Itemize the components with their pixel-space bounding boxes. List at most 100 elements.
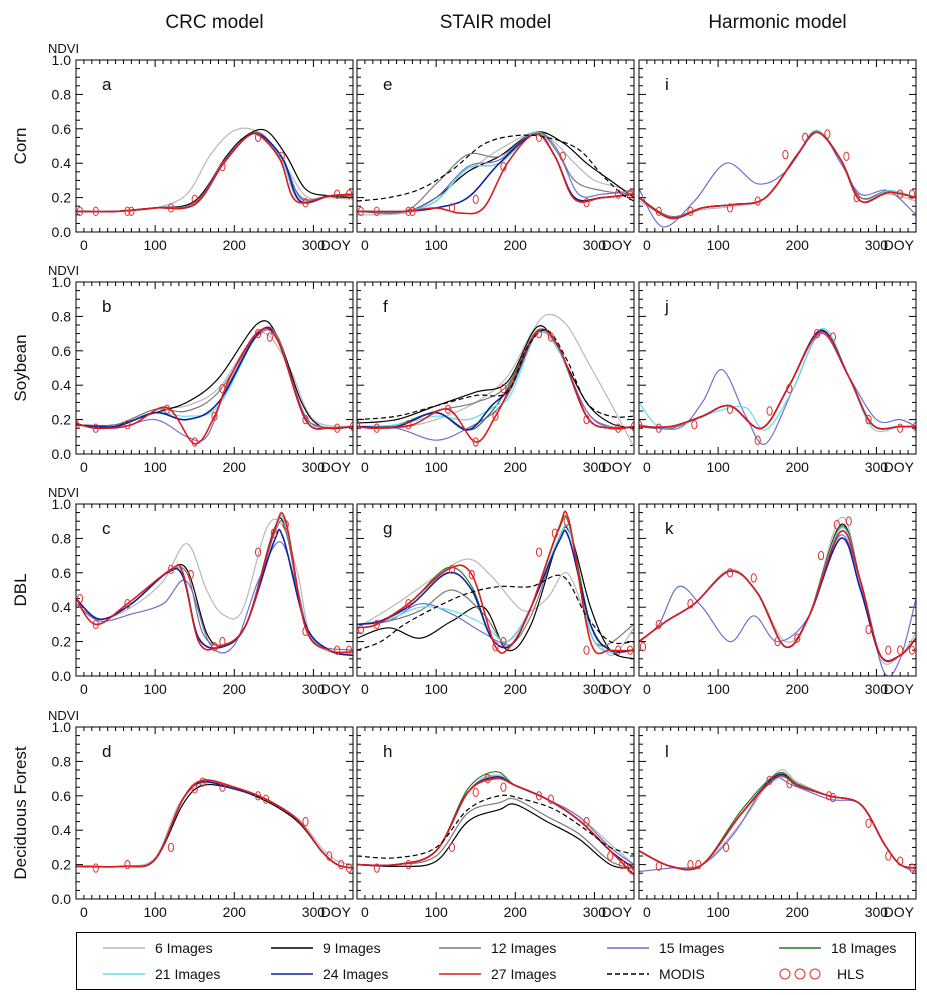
hls-point-b-2 [124, 420, 131, 430]
hls-point-a-7 [254, 132, 262, 143]
legend-item-modis: MODIS [605, 963, 705, 985]
y-tick-label: 0.8 [52, 530, 72, 546]
hls-point-j-2 [691, 420, 698, 430]
hls-point-c-6 [219, 636, 226, 647]
legend-item-i18: 18 Images [777, 937, 896, 959]
hls-point-b-4 [191, 437, 198, 447]
series-i21-i [639, 129, 916, 219]
panel-letter-i: i [665, 75, 669, 94]
panel-letter-c: c [102, 519, 111, 538]
x-tick-label: 0 [643, 904, 651, 920]
panel-letter-e: e [383, 75, 392, 94]
legend-swatch-i9 [269, 942, 315, 954]
hls-point-b-1 [92, 423, 99, 433]
row-title-3: Deciduous Forest [11, 746, 30, 880]
panel-letter-f: f [383, 297, 388, 316]
hls-point-h-1 [405, 859, 412, 870]
hls-point-k-9 [845, 516, 852, 526]
y-tick-label: 1.0 [52, 274, 72, 290]
x-tick-label: 300 [583, 904, 607, 920]
series-i27-d [76, 779, 353, 869]
legend-swatch-hls [777, 968, 823, 980]
hls-point-g-9 [563, 516, 570, 526]
hls-point-g-1 [373, 619, 380, 630]
hls-point-a-5 [191, 194, 198, 205]
series-i27-k [639, 530, 916, 663]
hls-point-k-0 [639, 642, 647, 652]
hls-point-h-10 [619, 859, 626, 870]
hls-point-i-4 [782, 149, 789, 160]
hls-point-k-12 [897, 645, 904, 655]
series-i12-j [639, 329, 916, 430]
x-tick-label: 100 [424, 904, 448, 920]
y-tick-label: 0.4 [52, 822, 72, 838]
y-tick-label: 0.0 [52, 224, 72, 240]
column-title-1: STAIR model [440, 12, 552, 33]
series-i24-g [357, 529, 634, 653]
hls-point-j-6 [786, 383, 793, 394]
hls-point-l-5 [786, 779, 793, 789]
series-i12-f [357, 328, 634, 429]
hls-point-c-4 [187, 569, 194, 580]
hls-point-l-4 [766, 775, 773, 786]
series-i21-j [639, 327, 916, 433]
hls-point-d-9 [326, 851, 333, 861]
hls-point-k-13 [908, 645, 916, 655]
hls-point-l-0 [655, 861, 662, 872]
hls-point-i-2 [726, 203, 734, 213]
hls-point-e-5 [472, 194, 479, 205]
series-i27-f [357, 328, 634, 443]
series-i15-k [639, 534, 916, 676]
hls-point-h-6 [535, 791, 543, 801]
series-i9-h [357, 803, 634, 869]
legend-label-i24: 24 Images [323, 966, 389, 982]
y-tick-label: 0.6 [52, 343, 72, 359]
series-i6-c [76, 518, 353, 656]
hls-point-h-7 [547, 794, 554, 804]
hls-point-g-8 [551, 528, 558, 538]
hls-point-l-7 [829, 792, 836, 803]
hls-point-j-5 [766, 406, 773, 416]
series-i6-a [76, 127, 353, 213]
hls-point-c-5 [211, 642, 218, 652]
x-tick-label: 300 [865, 681, 889, 697]
hls-point-i-0 [655, 206, 662, 217]
series-i15-j [639, 333, 916, 445]
series-i9-i [639, 129, 916, 218]
hls-point-e-6 [500, 161, 507, 172]
x-axis-label: DOY [321, 237, 352, 253]
hls-point-l-9 [885, 851, 892, 861]
hls-point-j-7 [813, 328, 821, 339]
hls-point-e-4 [448, 203, 456, 213]
column-title-0: CRC model [165, 12, 263, 33]
x-tick-label: 0 [361, 904, 369, 920]
series-i12-a [76, 131, 353, 213]
hls-point-b-9 [302, 414, 309, 425]
hls-point-f-6 [500, 383, 507, 394]
hls-point-j-9 [865, 414, 872, 425]
series-i21-d [76, 781, 353, 869]
x-axis-label: DOY [602, 459, 633, 475]
panel-letter-j: j [664, 297, 669, 316]
x-tick-label: 0 [361, 681, 369, 697]
hls-point-g-10 [583, 645, 590, 655]
hls-point-k-7 [817, 550, 825, 561]
hls-point-f-4 [472, 437, 479, 447]
hls-point-c-0 [76, 593, 84, 604]
hls-point-a-2 [124, 206, 131, 217]
y-tick-label: 1.0 [52, 52, 72, 68]
legend-label-i18: 18 Images [831, 940, 897, 956]
x-axis-label: DOY [884, 459, 915, 475]
hls-point-j-0 [639, 420, 643, 430]
hls-point-j-1 [655, 423, 662, 433]
hls-point-k-2 [687, 599, 694, 609]
series-i6-g [357, 558, 634, 657]
x-tick-label: 300 [865, 237, 889, 253]
series-i9-j [639, 329, 916, 430]
hls-point-i-7 [843, 151, 850, 162]
hls-point-a-10 [334, 189, 341, 199]
y-axis-label: NDVI [48, 263, 79, 278]
series-i18-i [639, 129, 916, 219]
x-tick-label: 100 [143, 237, 167, 253]
x-tick-label: 200 [504, 459, 528, 475]
